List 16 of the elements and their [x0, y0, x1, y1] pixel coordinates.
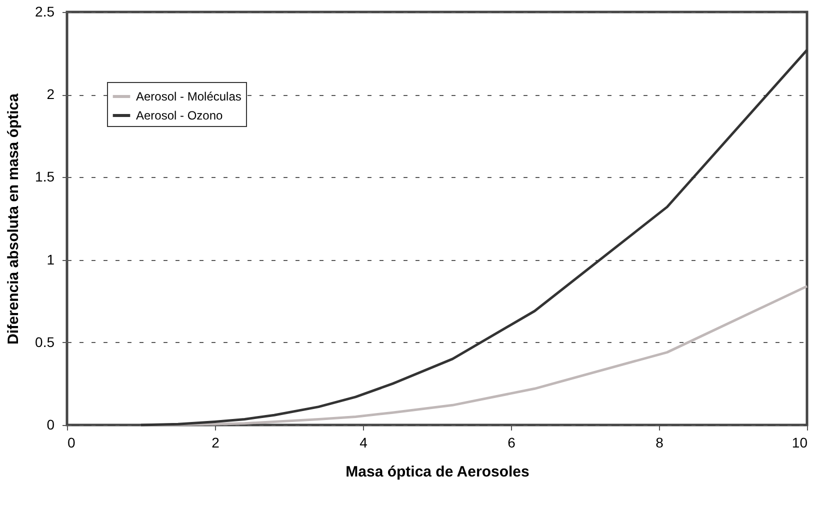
- legend-label: Aerosol - Moléculas: [136, 90, 242, 104]
- y-tick-label: 1.5: [35, 168, 55, 185]
- x-tick-label: 4: [360, 434, 368, 450]
- x-axis-title: Masa óptica de Aerosoles: [346, 464, 530, 480]
- x-tick-label: 2: [212, 434, 220, 450]
- x-tick-label: 6: [508, 434, 516, 450]
- y-tick-label: 0.5: [35, 334, 55, 350]
- x-tick-label: 10: [792, 434, 808, 450]
- y-tick-label: 2.5: [35, 4, 55, 20]
- y-tick-label: 1: [46, 251, 55, 268]
- x-tick-label: 8: [656, 434, 664, 450]
- y-axis-title: Diferencia absoluta en masa óptica: [5, 92, 22, 344]
- x-tick-label: 0: [68, 434, 76, 450]
- y-tick-label: 2: [46, 86, 55, 102]
- legend-label: Aerosol - Ozono: [136, 108, 224, 122]
- y-tick-label: 0: [46, 416, 55, 432]
